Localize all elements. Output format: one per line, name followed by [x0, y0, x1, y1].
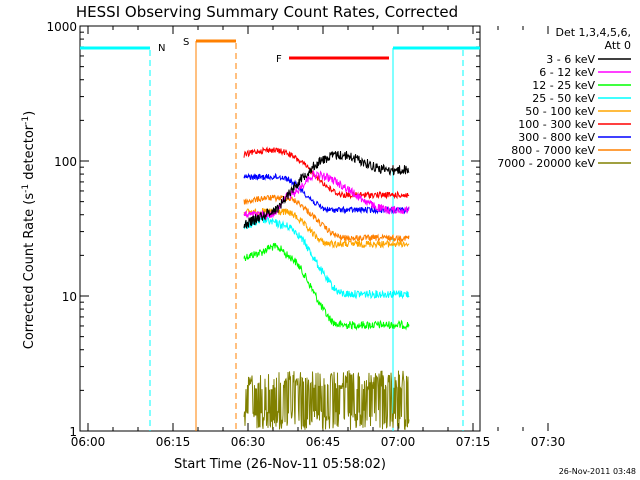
legend-label: 50 - 100 keV	[525, 105, 595, 118]
series-100-300kev	[243, 146, 410, 200]
x-tick-label: 06:15	[156, 435, 191, 449]
y-tick-label: 100	[54, 155, 77, 169]
series-lines	[243, 146, 410, 431]
y-tick-label: 1000	[46, 20, 77, 34]
legend-label: 800 - 7000 keV	[511, 144, 595, 157]
x-tick-label: 07:00	[381, 435, 416, 449]
x-tick-label: 06:45	[306, 435, 341, 449]
axis-ticks: 06:00 06:15 06:30 06:45 07:00 07:15 07:30 1 10 10…	[46, 20, 565, 449]
observing-markers: N S F	[80, 37, 480, 431]
x-tick-label: 06:00	[71, 435, 106, 449]
series-7000-20000kev	[243, 370, 410, 431]
legend-label: 12 - 25 keV	[532, 79, 595, 92]
plot-frame	[79, 25, 481, 432]
legend-label: 6 - 12 keV	[539, 66, 595, 79]
legend-label: 25 - 50 keV	[532, 92, 595, 105]
y-axis-label: Corrected Count Rate (s-1 detector-1)	[21, 111, 37, 349]
series-25-50kev	[243, 215, 410, 300]
series-6-12kev	[243, 170, 410, 221]
series-800-7000kev	[243, 194, 410, 243]
flare-label: F	[276, 54, 282, 65]
legend-label: 100 - 300 keV	[518, 118, 595, 131]
series-300-800kev	[243, 172, 410, 215]
saa-label: S	[183, 37, 189, 48]
x-axis-label: Start Time (26-Nov-11 05:58:02)	[174, 457, 386, 472]
chart-title: HESSI Observing Summary Count Rates, Cor…	[76, 3, 458, 21]
x-tick-label: 06:30	[231, 435, 266, 449]
x-tick-label: 07:30	[531, 435, 566, 449]
legend-label: 7000 - 20000 keV	[497, 157, 595, 170]
timestamp: 26-Nov-2011 03:48	[559, 467, 636, 476]
series-12-25kev	[243, 242, 410, 331]
legend-header-2: Att 0	[605, 39, 631, 52]
y-tick-label: 10	[62, 290, 77, 304]
x-tick-label: 07:15	[456, 435, 491, 449]
legend-label: 3 - 6 keV	[546, 53, 595, 66]
y-tick-label: 1	[69, 425, 77, 439]
legend-header-1: Det 1,3,4,5,6,	[555, 26, 631, 39]
series-3-6kev	[243, 150, 410, 229]
night-label: N	[158, 43, 165, 54]
legend-label: 300 - 800 keV	[518, 131, 595, 144]
